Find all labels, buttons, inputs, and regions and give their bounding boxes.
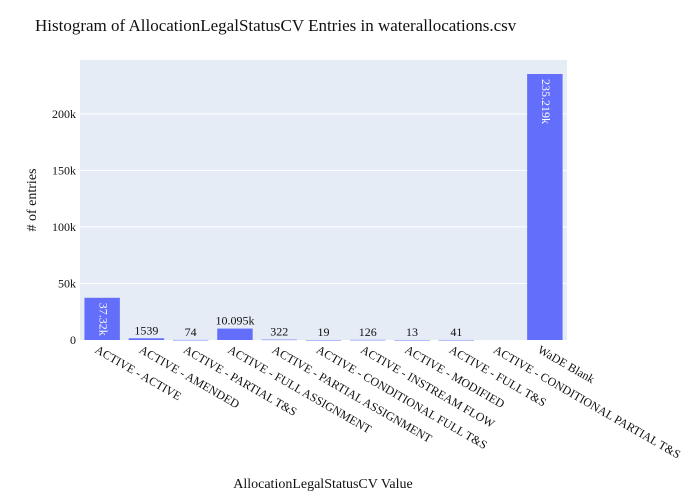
bar-active-conditional-full-tands xyxy=(305,339,342,341)
data-labels: 37.32k 1539 74 10.095k 322 19 126 13 41 235.219k xyxy=(96,79,553,339)
y-tick-labels: 0 50k 100k 150k 200k xyxy=(52,107,76,347)
data-label-active-modified: 13 xyxy=(406,325,418,339)
bar-active-amended xyxy=(128,338,165,340)
bar-active-modified xyxy=(394,339,430,341)
y-tick-label-0: 0 xyxy=(70,333,76,347)
y-tick-label-50k: 50k xyxy=(58,276,76,290)
x-tick-label-active-conditional-partial-tands: ACTIVE - CONDITIONAL PARTIAL T&S xyxy=(491,342,683,461)
bars xyxy=(84,74,563,341)
data-label-active-amended: 1539 xyxy=(134,323,158,337)
y-tick-label-150k: 150k xyxy=(52,163,76,177)
bar-active-full-tands xyxy=(438,339,475,341)
data-label-active-full-tands: 41 xyxy=(450,325,462,339)
data-label-active-partial-assignment: 322 xyxy=(270,325,288,339)
bar-active-instream-flow xyxy=(350,339,386,341)
data-label-active-active: 37.32k xyxy=(96,303,110,336)
bar-active-partial-tands xyxy=(172,339,209,341)
bar-active-full-assignment xyxy=(217,328,253,340)
y-axis-title: # of entries xyxy=(25,169,40,232)
bar-wade-blank xyxy=(527,74,563,340)
y-tick-label-100k: 100k xyxy=(52,220,76,234)
x-axis-title: AllocationLegalStatusCV Value xyxy=(233,477,413,492)
data-label-active-full-assignment: 10.095k xyxy=(215,314,254,328)
y-gridlines xyxy=(80,113,567,284)
data-label-wade-blank: 235.219k xyxy=(539,79,553,124)
data-label-active-partial-tands: 74 xyxy=(185,325,197,339)
y-tick-label-200k: 200k xyxy=(52,107,76,121)
data-label-active-conditional-full-tands: 19 xyxy=(318,325,330,339)
bar-active-partial-assignment xyxy=(261,339,297,341)
plot-area xyxy=(80,60,567,340)
chart-title: Histogram of AllocationLegalStatusCV Ent… xyxy=(35,16,517,35)
data-label-active-instream-flow: 126 xyxy=(359,325,377,339)
bar-active-active xyxy=(84,297,120,340)
